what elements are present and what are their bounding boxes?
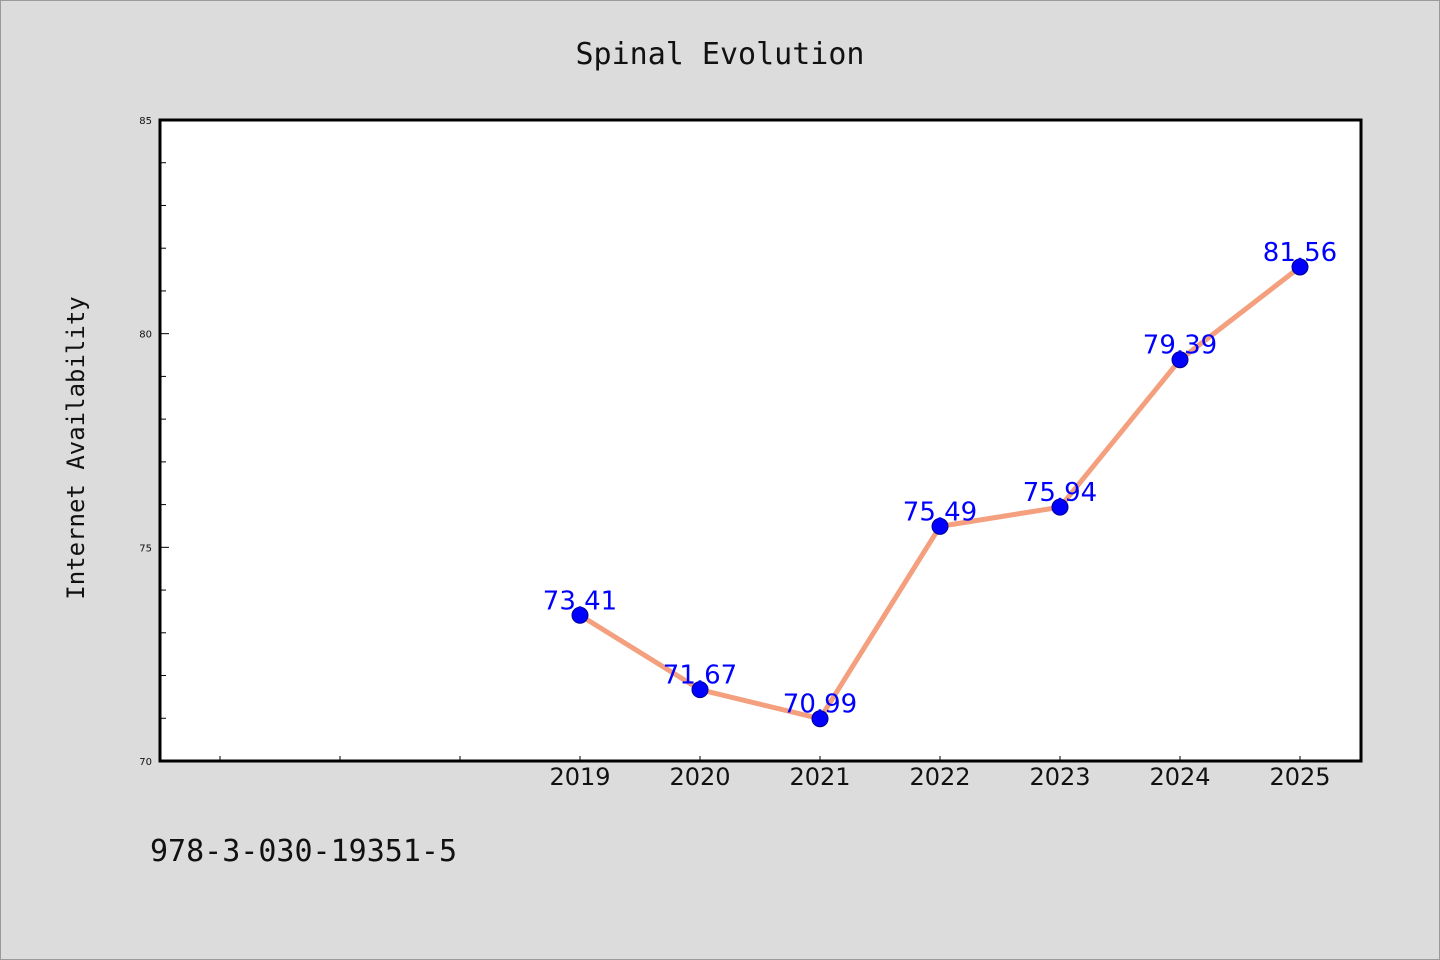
data-point <box>1171 351 1189 369</box>
chart-title: Spinal Evolution <box>576 37 865 72</box>
data-point <box>691 681 709 699</box>
data-label: 71.67 <box>663 661 737 691</box>
data-label: 79.39 <box>1143 331 1217 361</box>
data-point <box>571 606 589 624</box>
x-tick-label: 2023 <box>1029 763 1090 791</box>
y-axis-label: Internet Availability <box>62 296 90 599</box>
x-tick-label: 2020 <box>669 763 730 791</box>
y-tick-label: 85 <box>139 116 152 127</box>
y-tick-marks <box>160 119 169 762</box>
data-label: 81.56 <box>1263 238 1337 268</box>
x-tick-label: 2025 <box>1269 763 1330 791</box>
data-point <box>931 517 949 535</box>
data-label: 75.94 <box>1023 478 1097 508</box>
y-tick-label: 70 <box>139 757 152 768</box>
data-label: 70.99 <box>783 690 857 720</box>
x-tick-label: 2024 <box>1149 763 1210 791</box>
data-point <box>1291 258 1309 276</box>
x-tick-label: 2019 <box>549 763 610 791</box>
data-point <box>1051 498 1069 516</box>
x-tick-label: 2022 <box>909 763 970 791</box>
data-label: 73.41 <box>543 586 617 616</box>
y-tick-label: 75 <box>139 543 152 554</box>
markers-layer <box>571 258 1309 728</box>
plot-area <box>158 118 1363 763</box>
x-tick-marks <box>219 756 1301 761</box>
data-point <box>811 710 829 728</box>
x-tick-labels: 2019 2020 2021 2022 2023 2024 2025 <box>549 763 1330 791</box>
footer-code: 978-3-030-19351-5 <box>150 834 458 869</box>
data-label: 75.49 <box>903 497 977 527</box>
x-tick-label: 2021 <box>789 763 850 791</box>
y-tick-labels: 70 75 80 85 <box>139 116 152 768</box>
y-tick-label: 80 <box>139 330 152 341</box>
data-labels-layer: 73.41 71.67 70.99 75.49 75.94 79.39 81.56 <box>543 238 1337 720</box>
